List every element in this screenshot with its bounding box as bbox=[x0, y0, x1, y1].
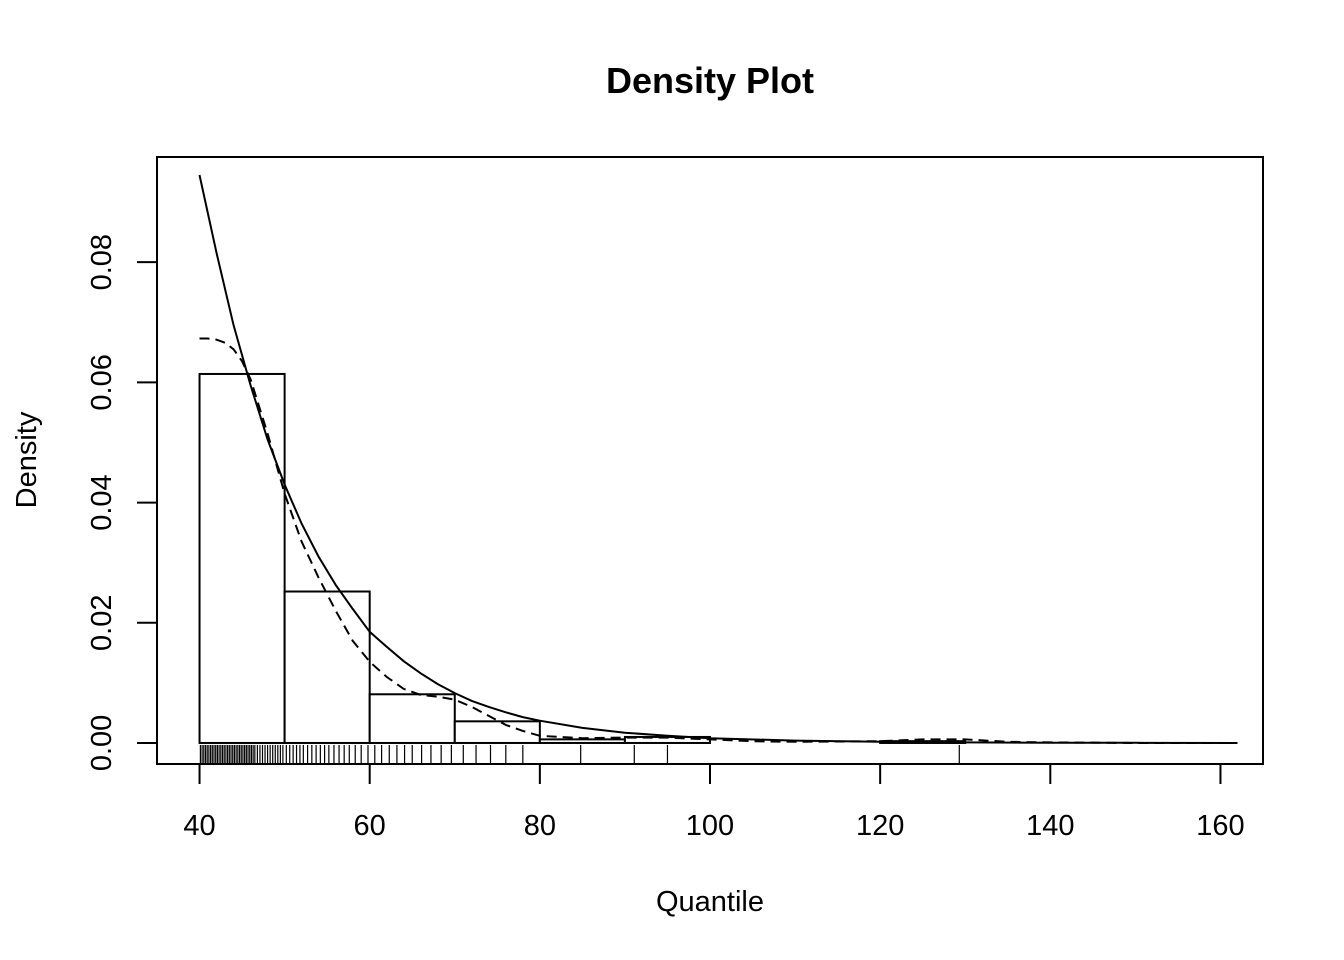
histogram-bar bbox=[368, 693, 456, 744]
y-axis: 0.00 0.02 0.04 0.06 0.08 bbox=[86, 234, 158, 771]
x-tick-label: 60 bbox=[354, 810, 386, 842]
y-tick-label: 0.02 bbox=[86, 595, 118, 651]
y-tick-label: 0.08 bbox=[86, 234, 118, 290]
x-tick-label: 40 bbox=[183, 810, 215, 842]
rug-marks bbox=[199, 744, 960, 765]
x-tick-label: 100 bbox=[686, 810, 734, 842]
x-axis: 40 60 80 100 120 140 160 bbox=[183, 763, 1245, 842]
histogram-bar bbox=[538, 738, 626, 744]
x-tick-label: 80 bbox=[524, 810, 556, 842]
y-tick-label: 0.06 bbox=[86, 354, 118, 410]
histogram-bars bbox=[198, 372, 967, 744]
histogram-bar bbox=[453, 720, 541, 744]
chart-title: Density Plot bbox=[606, 60, 814, 101]
x-tick-label: 160 bbox=[1196, 810, 1244, 842]
x-axis-label: Quantile bbox=[656, 886, 764, 918]
y-axis-label: Density bbox=[11, 411, 43, 508]
histogram-bar bbox=[283, 590, 371, 744]
x-tick-label: 140 bbox=[1026, 810, 1074, 842]
histogram-bar bbox=[198, 372, 286, 744]
y-tick-label: 0.04 bbox=[86, 474, 118, 530]
fitted-density-line bbox=[198, 174, 1238, 744]
kernel-density-line bbox=[199, 337, 1238, 744]
y-tick-label: 0.00 bbox=[86, 715, 118, 771]
x-tick-label: 120 bbox=[856, 810, 904, 842]
